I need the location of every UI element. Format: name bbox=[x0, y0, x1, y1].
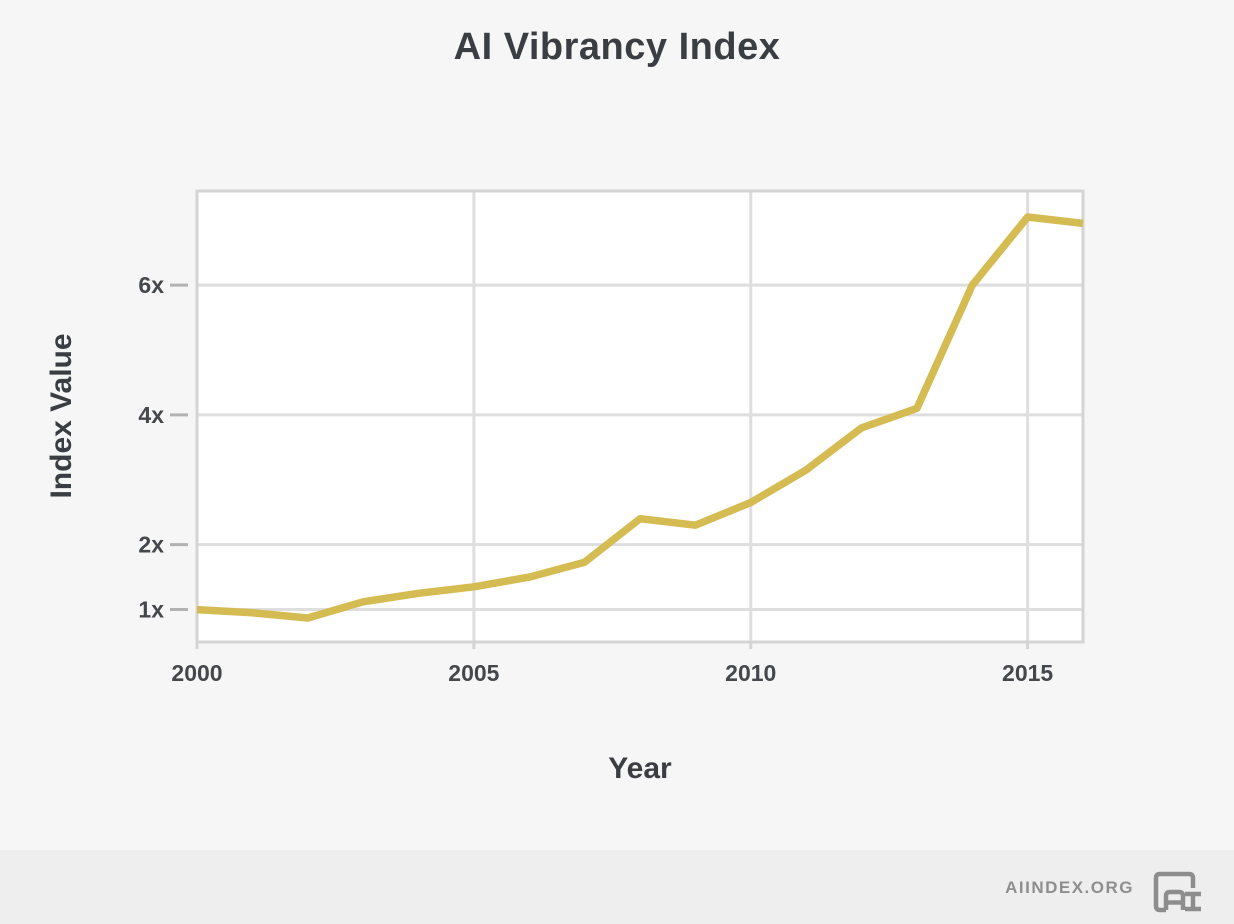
footer-site-label: AIINDEX.ORG bbox=[1005, 878, 1134, 897]
x-tick-label-2010: 2010 bbox=[725, 660, 776, 686]
y-tick-label-2x: 2x bbox=[138, 532, 164, 558]
page-title: AI Vibrancy Index bbox=[453, 26, 781, 68]
plot-border bbox=[195, 189, 1085, 644]
series-line-ai-vibrancy bbox=[196, 213, 1084, 622]
logo-letter-i bbox=[1185, 891, 1201, 912]
plot-area bbox=[197, 191, 1083, 642]
x-axis-label: Year bbox=[608, 752, 672, 785]
y-tick-label-6x: 6x bbox=[138, 272, 164, 298]
x-tick-label-2000: 2000 bbox=[171, 660, 222, 686]
logo-letter-a bbox=[1163, 889, 1186, 910]
footer-content: AIINDEX.ORG bbox=[1005, 850, 1204, 924]
y-axis-label: Index Value bbox=[45, 333, 78, 499]
x-tick-label-2015: 2015 bbox=[1002, 660, 1053, 686]
x-tick-label-2005: 2005 bbox=[448, 660, 499, 686]
y-tick-label-4x: 4x bbox=[138, 402, 164, 428]
logo-frame bbox=[1153, 871, 1196, 913]
line-chart: 1x 2x 4x 6x 2000 2005 2010 2015 bbox=[138, 189, 1085, 686]
footer-bar: AIINDEX.ORG bbox=[0, 850, 1234, 924]
y-tick-label-1x: 1x bbox=[138, 597, 164, 623]
ai-index-logo-icon bbox=[1153, 871, 1201, 913]
